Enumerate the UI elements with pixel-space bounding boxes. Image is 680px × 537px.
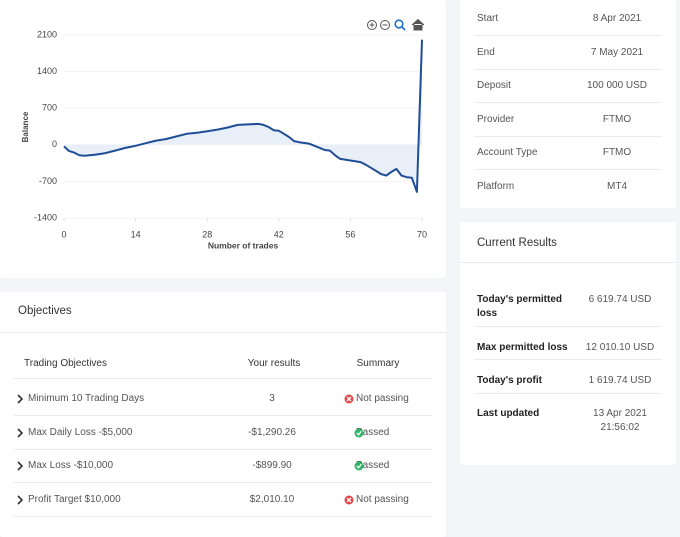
y-tick-label: 1400 (37, 66, 57, 76)
objective-result: -$1,290.26 (248, 426, 296, 438)
objective-result: $2,010.10 (249, 494, 295, 506)
x-tick-label: 56 (345, 229, 355, 239)
card-title: Objectives (18, 305, 72, 317)
chart-card: Balance Number of trades 2100 1400 700 0 -70… (0, 0, 446, 278)
y-tick-label: -1400 (34, 212, 57, 222)
info-value: MT4 (607, 180, 627, 192)
x-tick-label: 42 (274, 229, 284, 239)
y-tick-label: 0 (52, 139, 57, 149)
info-value: 7 May 2021 (590, 46, 644, 58)
y-tick-label: 2100 (37, 29, 57, 39)
card-title: Current Results (477, 237, 557, 249)
objective-name: Max Daily Loss -$5,000 (28, 426, 133, 438)
objective-name: Profit Target $10,000 (28, 494, 121, 506)
column-header: Trading Objectives (24, 358, 107, 369)
objective-name: Minimum 10 Trading Days (28, 393, 145, 404)
objectives-card: Objectives Trading Objectives Your resul… (0, 292, 446, 537)
divider (474, 393, 662, 394)
zoom-select[interactable] (394, 19, 406, 31)
x-tick-label: 28 (202, 229, 212, 239)
info-label: Deposit (477, 80, 511, 91)
objective-status: Not passing (356, 393, 409, 404)
result-value: 12 010.10 USD (585, 342, 655, 353)
info-value: FTMO (602, 147, 632, 158)
divider (474, 35, 662, 36)
zoom-in[interactable] (367, 20, 377, 30)
divider (14, 448, 432, 450)
expand-chevron[interactable] (16, 394, 24, 404)
objective-status: Not passing (356, 494, 409, 506)
x-tick-label: 70 (417, 229, 427, 239)
x-tick-label: 0 (61, 229, 66, 239)
expand-chevron[interactable] (16, 461, 24, 471)
info-label: End (477, 46, 495, 58)
expand-chevron[interactable] (16, 495, 24, 505)
result-label: Today's permitted loss (477, 294, 562, 319)
x-axis-label: Number of trades (208, 240, 279, 250)
objective-name: Max Loss -$10,000 (28, 460, 114, 472)
objective-result: 3 (269, 393, 275, 404)
objective-result: -$899.90 (252, 460, 292, 472)
current-results-card: Current Results Today's permitted loss 6 … (460, 222, 676, 465)
y-axis-label: Balance (21, 111, 30, 142)
result-label: Today's profit (477, 375, 542, 386)
result-label: Last updated (477, 408, 540, 419)
info-value: 8 Apr 2021 (592, 13, 642, 24)
zoom-out[interactable] (380, 20, 390, 30)
y-tick-label: 700 (42, 103, 57, 113)
result-value: 6 619.74 USD (588, 294, 652, 305)
result-value: 13 Apr 2021 21:56:02 (593, 408, 647, 433)
result-label: Max permitted loss (477, 342, 568, 353)
divider (474, 326, 662, 327)
expand-chevron[interactable] (16, 428, 24, 438)
divider (474, 359, 662, 360)
divider (14, 415, 432, 416)
objective-status: Passed (356, 426, 390, 438)
area (64, 39, 422, 192)
info-label: Account Type (477, 147, 538, 158)
divider (14, 482, 432, 484)
result-value: 1 619.74 USD (588, 375, 652, 386)
divider (474, 102, 662, 103)
account-info-card: Start 8 Apr 2021 End 7 May 2021 Deposit 100 0… (460, 0, 676, 208)
divider (14, 516, 432, 518)
info-label: Provider (477, 113, 515, 125)
reset-home[interactable] (411, 18, 425, 31)
line (63, 39, 423, 193)
objective-status: Passed (356, 460, 390, 472)
toolbar (367, 18, 425, 31)
info-label: Platform (477, 180, 515, 192)
chart: Balance Number of trades 210014007000-70… (21, 18, 427, 250)
divider (474, 135, 662, 137)
divider (474, 169, 662, 170)
y-tick-label: -700 (39, 176, 57, 186)
info-label: Start (477, 13, 499, 24)
column-header: Summary (356, 358, 400, 369)
column-header: Your results (247, 358, 301, 369)
info-value: FTMO (602, 113, 632, 125)
info-value: 100 000 USD (586, 80, 648, 91)
x-tick-label: 14 (131, 229, 141, 239)
divider (474, 68, 662, 70)
